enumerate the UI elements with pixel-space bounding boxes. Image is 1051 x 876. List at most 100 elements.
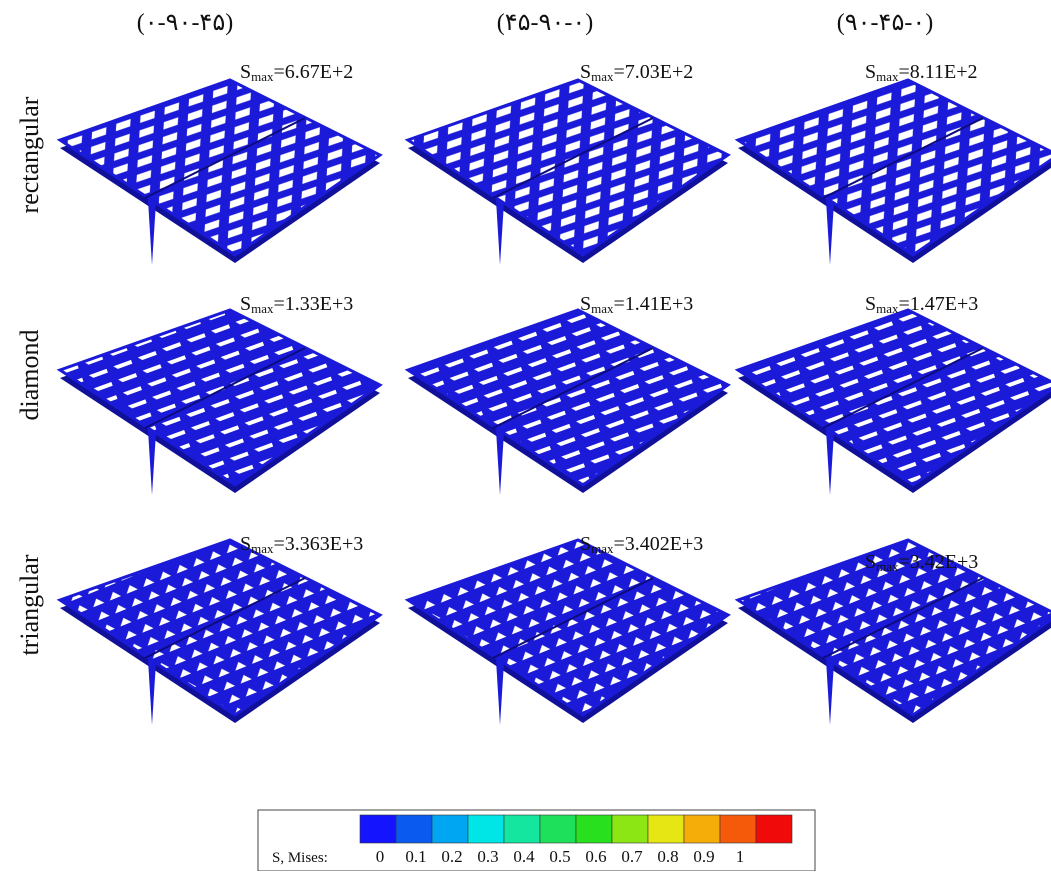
plate: [56, 538, 383, 725]
fold-line: [492, 347, 654, 429]
fold-line: [492, 577, 654, 659]
smax-label: Smax=8.11E+2: [865, 61, 978, 84]
legend-tick-label: 1: [736, 847, 745, 866]
plate: [56, 78, 383, 265]
plate: [734, 308, 1051, 495]
legend-swatch: [467, 814, 505, 844]
stress-spike: [148, 200, 156, 265]
plate-surface: [404, 78, 731, 257]
legend-swatch: [359, 814, 397, 844]
legend-tick-label: 0.7: [621, 847, 643, 866]
legend-tick-label: 0.4: [513, 847, 535, 866]
smax-value: =1.47E+3: [899, 293, 979, 315]
legend-swatch: [647, 814, 685, 844]
stress-spike: [148, 430, 156, 495]
legend-swatch: [611, 814, 649, 844]
smax-symbol: S: [865, 293, 876, 315]
legend-tick-label: 0.9: [693, 847, 714, 866]
legend-tick-label: 0.6: [585, 847, 606, 866]
stress-spike: [826, 660, 834, 725]
fold-line: [144, 577, 306, 659]
plate-surface: [56, 308, 383, 487]
legend-swatch: [431, 814, 469, 844]
smax-value: =3.402E+3: [614, 533, 704, 555]
row-label: triangular: [15, 554, 44, 655]
smax-symbol: S: [865, 61, 876, 83]
plate-surface: [734, 308, 1051, 487]
smax-symbol: S: [240, 533, 251, 555]
fold-line: [822, 117, 984, 199]
plate-surface: [404, 538, 731, 717]
legend-swatch: [539, 814, 577, 844]
smax-label: Smax=1.33E+3: [240, 293, 353, 316]
smax-sub: max: [876, 69, 899, 84]
plate-surface: [734, 78, 1051, 257]
plate-surface: [404, 308, 731, 487]
smax-value: =1.33E+3: [274, 293, 354, 315]
legend-title: S, Mises:: [272, 850, 328, 866]
stress-spike: [148, 660, 156, 725]
smax-sub: max: [251, 541, 274, 556]
legend-swatch: [683, 814, 721, 844]
fold-line: [822, 577, 984, 659]
stress-spike: [496, 430, 504, 495]
legend-tick-label: 0.3: [477, 847, 498, 866]
fold-line: [144, 347, 306, 429]
smax-value: =3.42E+3: [899, 551, 979, 573]
row-label: rectangular: [15, 96, 44, 213]
stress-spike: [826, 200, 834, 265]
smax-label: Smax=3.363E+3: [240, 533, 363, 556]
fold-line: [822, 347, 984, 429]
column-header: (۴۵-۹۰-۰): [497, 10, 593, 36]
stress-spike: [826, 430, 834, 495]
column-header: (۰-۹۰-۴۵): [137, 10, 233, 36]
smax-symbol: S: [580, 533, 591, 555]
fold-line: [144, 117, 306, 199]
plate: [404, 308, 731, 495]
legend-tick-label: 0.2: [441, 847, 462, 866]
smax-value: =7.03E+2: [614, 61, 694, 83]
stress-spike: [496, 200, 504, 265]
smax-sub: max: [876, 301, 899, 316]
smax-label: Smax=3.402E+3: [580, 533, 703, 556]
plate: [734, 78, 1051, 265]
smax-value: =6.67E+2: [274, 61, 354, 83]
plate: [56, 308, 383, 495]
smax-label: Smax=1.41E+3: [580, 293, 693, 316]
smax-sub: max: [591, 69, 614, 84]
smax-value: =3.363E+3: [274, 533, 364, 555]
legend-tick-label: 0.5: [549, 847, 570, 866]
smax-label: Smax=1.47E+3: [865, 293, 978, 316]
smax-symbol: S: [240, 293, 251, 315]
smax-sub: max: [251, 69, 274, 84]
plate: [404, 78, 731, 265]
legend-tick-label: 0: [376, 847, 385, 866]
smax-symbol: S: [865, 551, 876, 573]
legend-tick-label: 0.1: [405, 847, 426, 866]
smax-symbol: S: [580, 61, 591, 83]
stress-spike: [496, 660, 504, 725]
smax-sub: max: [591, 541, 614, 556]
smax-symbol: S: [240, 61, 251, 83]
plate-surface: [56, 538, 383, 717]
plate: [734, 538, 1051, 725]
smax-symbol: S: [580, 293, 591, 315]
smax-value: =8.11E+2: [899, 61, 978, 83]
column-header: (۹۰-۴۵-۰): [837, 10, 933, 36]
legend-swatch: [575, 814, 613, 844]
smax-label: Smax=7.03E+2: [580, 61, 693, 84]
smax-label: Smax=6.67E+2: [240, 61, 353, 84]
plate: [404, 538, 731, 725]
plate-surface: [56, 78, 383, 257]
fold-line: [492, 117, 654, 199]
legend-swatch: [395, 814, 433, 844]
smax-label: Smax=3.42E+3: [865, 551, 978, 574]
smax-value: =1.41E+3: [614, 293, 694, 315]
legend-swatch: [719, 814, 757, 844]
smax-sub: max: [251, 301, 274, 316]
smax-sub: max: [591, 301, 614, 316]
smax-sub: max: [876, 559, 899, 574]
legend-swatch: [503, 814, 541, 844]
legend-swatch: [755, 814, 793, 844]
